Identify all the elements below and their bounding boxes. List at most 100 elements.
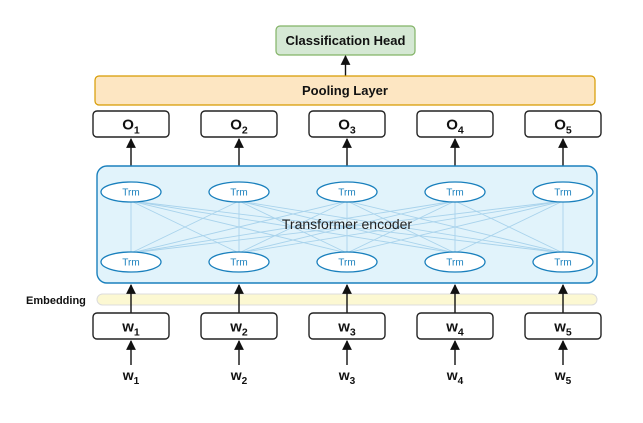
trm-node-top-5-ellipse — [532, 181, 594, 203]
output-boxes: O1 O2 O3 O4 O5 — [92, 110, 602, 138]
input-token-4-subscript: 4 — [458, 376, 464, 387]
output-4: O4 — [416, 110, 494, 138]
encoder-to-output-arrows — [126, 138, 568, 166]
trm-node-top-2: Trm — [208, 181, 270, 203]
encoder-top-row: Trm Trm Trm Trm Trm — [100, 181, 594, 203]
output-5-subscript: 5 — [566, 125, 572, 137]
token-box-4: w4 — [416, 312, 494, 340]
trm-node-bottom-5-label: Trm — [554, 258, 571, 269]
trm-node-bottom-2: Trm — [208, 251, 270, 273]
output-1-subscript: 1 — [134, 125, 140, 137]
input-token-2: w2 — [230, 367, 248, 387]
trm-node-top-1: Trm — [100, 181, 162, 203]
token-to-encoder-arrows — [126, 284, 568, 313]
input-token-2-base: w — [230, 367, 242, 383]
trm-node-top-5-label: Trm — [554, 188, 571, 199]
trm-node-top-3-ellipse — [316, 181, 378, 203]
input-token-3-subscript: 3 — [350, 376, 356, 387]
trm-node-top-2-ellipse — [208, 181, 270, 203]
output-1-label: O1 — [122, 116, 140, 136]
trm-node-bottom-5: Trm — [532, 251, 594, 273]
trm-node-bottom-3-label: Trm — [338, 258, 355, 269]
output-4-subscript: 4 — [458, 125, 464, 137]
pooling-layer-box — [94, 75, 596, 106]
token-box-5-box — [524, 312, 602, 340]
token-box-1: w1 — [92, 312, 170, 340]
connection-2-to-1 — [130, 200, 240, 254]
connection-5-to-4 — [454, 200, 564, 254]
connection-5-to-1 — [130, 200, 564, 254]
input-token-4-base: w — [446, 367, 458, 383]
embedding-layer: Embedding — [26, 293, 598, 307]
trm-node-bottom-2-ellipse — [208, 251, 270, 273]
input-token-1-subscript: 1 — [134, 376, 140, 387]
trm-node-bottom-4-label: Trm — [446, 258, 463, 269]
trm-node-bottom-4: Trm — [424, 251, 486, 273]
classification-head-box — [275, 25, 416, 56]
trm-node-bottom-4-ellipse — [424, 251, 486, 273]
trm-node-bottom-5-ellipse — [532, 251, 594, 273]
input-token-5-base: w — [554, 367, 566, 383]
trm-node-top-4: Trm — [424, 181, 486, 203]
token-box-3-label: w3 — [337, 318, 356, 338]
token-box-4-label: w4 — [445, 318, 464, 338]
output-3-label: O3 — [338, 116, 356, 136]
output-2-subscript: 2 — [242, 125, 248, 137]
transformer-encoder: Transformer encoder Trm Trm Trm Trm Trm Trm T… — [96, 165, 598, 284]
connection-5-to-3 — [346, 200, 564, 254]
token-box-4-box — [416, 312, 494, 340]
trm-node-top-2-label: Trm — [230, 188, 247, 199]
output-5: O5 — [524, 110, 602, 138]
output-3: O3 — [308, 110, 386, 138]
pooling-layer-label: Pooling Layer — [302, 83, 388, 98]
output-3-base: O — [338, 116, 350, 133]
token-box-5: w5 — [524, 312, 602, 340]
token-box-2-label: w2 — [229, 318, 248, 338]
token-box-2-box — [200, 312, 278, 340]
input-tokens: w1 w2 w3 w4 w5 — [122, 367, 572, 387]
output-5-base: O — [554, 116, 566, 133]
connection-4-to-1 — [130, 200, 456, 254]
output-1-base: O — [122, 116, 134, 133]
input-token-3-base: w — [338, 367, 350, 383]
output-2-box — [200, 110, 278, 138]
token-box-2-subscript: 2 — [242, 327, 248, 339]
pooling-layer: Pooling Layer — [94, 75, 596, 106]
output-3-box — [308, 110, 386, 138]
token-box-5-subscript: 5 — [566, 327, 572, 339]
token-box-3-base: w — [337, 318, 350, 335]
input-token-1-base: w — [122, 367, 134, 383]
encoder-bottom-row: Trm Trm Trm Trm Trm — [100, 251, 594, 273]
output-4-box — [416, 110, 494, 138]
input-token-1: w1 — [122, 367, 140, 387]
trm-node-bottom-1-label: Trm — [122, 258, 139, 269]
output-4-label: O4 — [446, 116, 464, 136]
token-box-2-base: w — [229, 318, 242, 335]
embedding-label: Embedding — [26, 295, 86, 307]
output-3-subscript: 3 — [350, 125, 356, 137]
trm-node-top-4-label: Trm — [446, 188, 463, 199]
output-5-label: O5 — [554, 116, 572, 136]
token-boxes: w1 w2 w3 w4 w5 — [92, 312, 602, 340]
transformer-encoder-label: Transformer encoder — [282, 216, 413, 232]
connection-5-to-2 — [238, 200, 564, 254]
trm-node-top-3: Trm — [316, 181, 378, 203]
input-arrows — [126, 340, 568, 365]
output-4-base: O — [446, 116, 458, 133]
trm-node-bottom-2-label: Trm — [230, 258, 247, 269]
token-box-4-subscript: 4 — [458, 327, 464, 339]
token-box-5-label: w5 — [553, 318, 572, 338]
token-box-1-box — [92, 312, 170, 340]
token-box-1-label: w1 — [121, 318, 140, 338]
output-1-box — [92, 110, 170, 138]
output-2-base: O — [230, 116, 242, 133]
trm-node-bottom-1-ellipse — [100, 251, 162, 273]
token-box-2: w2 — [200, 312, 278, 340]
token-box-1-subscript: 1 — [134, 327, 140, 339]
token-box-5-base: w — [553, 318, 566, 335]
trm-node-top-1-label: Trm — [122, 188, 139, 199]
output-5-box — [524, 110, 602, 138]
input-token-3: w3 — [338, 367, 356, 387]
